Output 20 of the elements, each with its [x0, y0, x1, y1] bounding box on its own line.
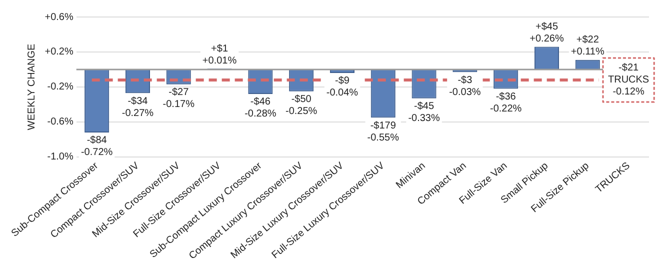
y-tick-label: +0.6% — [44, 12, 74, 23]
data-label: -$9 -0.04% — [326, 76, 358, 99]
data-label: -$84 -0.72% — [80, 135, 113, 158]
data-label: -$36 -0.22% — [490, 91, 522, 114]
data-label: -$27 -0.17% — [162, 87, 195, 110]
y-tick-label: -0.6% — [47, 116, 74, 128]
y-tick-label: -1.0% — [47, 152, 74, 163]
data-label: -$179 -0.55% — [367, 120, 400, 144]
data-label: -$46 -0.28% — [244, 96, 276, 120]
y-tick-label: +0.2% — [44, 46, 74, 58]
data-label: -$34 -0.27% — [122, 96, 154, 119]
data-label: +$1 +0.01% — [202, 43, 237, 66]
y-axis-title: WEEKLY CHANGE — [26, 43, 38, 130]
y-tick-label: -0.2% — [47, 82, 74, 93]
data-label: -$45 -0.33% — [408, 101, 440, 124]
data-label: +$22 +0.11% — [570, 34, 604, 58]
data-label: -$3 -0.03% — [449, 74, 481, 98]
annotation: -$21 TRUCKS -0.12% — [608, 62, 650, 98]
data-label: +$45 +0.26% — [530, 21, 564, 44]
data-label: -$50 -0.25% — [285, 94, 318, 118]
